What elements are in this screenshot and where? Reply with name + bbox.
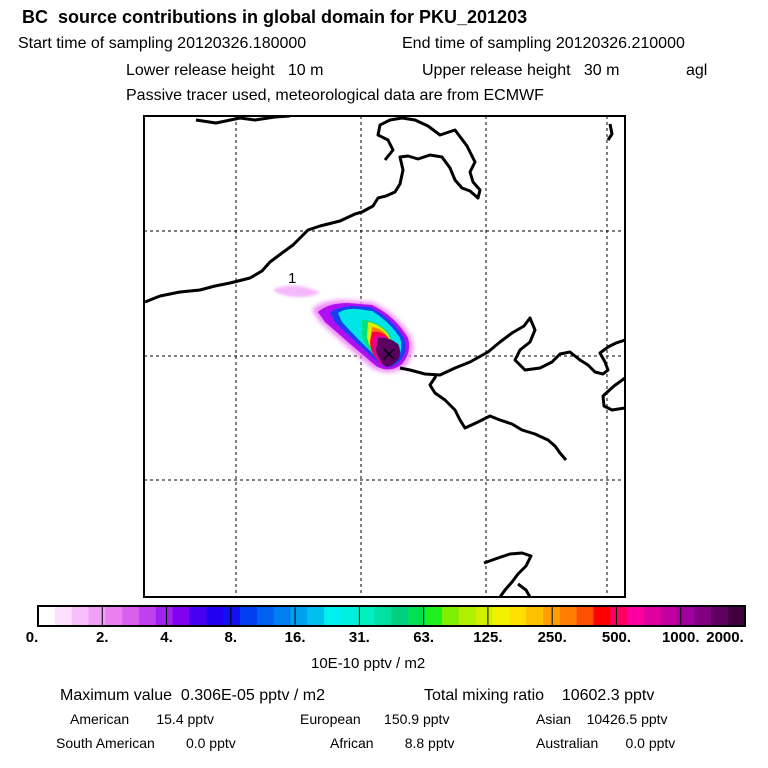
colorbar-cell [324, 606, 342, 626]
colorbar-cell [105, 606, 123, 626]
colorbar-cell [122, 606, 140, 626]
colorbar-cell [54, 606, 73, 626]
colorbar-cell [425, 606, 443, 626]
colorbar-cell [627, 606, 645, 626]
european-contribution: European 150.9 pptv [300, 711, 450, 727]
australian-contribution: Australian 0.0 pptv [536, 735, 676, 751]
colorbar-tick-label: 125. [473, 629, 503, 646]
colorbar-cell [475, 606, 494, 626]
colorbar-cell [206, 606, 224, 626]
colorbar-cell [38, 606, 56, 626]
colorbar-cell [593, 606, 611, 626]
colorbar-cell [223, 606, 241, 626]
colorbar-cell [660, 606, 679, 626]
colorbar-cell [408, 606, 426, 626]
colorbar-cell [88, 606, 106, 626]
agl-text: agl [686, 62, 708, 79]
start-time-text: Start time of sampling 20120326.180000 [18, 35, 307, 52]
colorbar-cell [341, 606, 359, 626]
colorbar-cell [273, 606, 292, 626]
total-mixing-ratio-text: Total mixing ratio 10602.3 pptv [424, 687, 655, 704]
colorbar-cell [155, 606, 174, 626]
colorbar-cell [256, 606, 275, 626]
upper-release-height-text: Upper release height 30 m [422, 62, 620, 79]
release-point-label: 1 [288, 270, 296, 287]
lower-release-height-text: Lower release height 10 m [126, 62, 324, 79]
colorbar-cell [307, 606, 325, 626]
colorbar-cells [38, 606, 746, 626]
colorbar-tick-label: 0. [25, 629, 39, 646]
colorbar-units: 10E-10 pptv / m2 [311, 655, 426, 672]
colorbar-tick-label: 63. [413, 629, 435, 646]
colorbar-cell [711, 606, 729, 626]
colorbar-cell [172, 606, 191, 626]
colorbar-tick-label: 8. [224, 629, 238, 646]
african-contribution: African 8.8 pptv [330, 735, 455, 751]
colorbar-tick-label: 2000. [706, 629, 744, 646]
colorbar-cell [677, 606, 696, 626]
colorbar-cell [458, 606, 477, 626]
tracer-note-text: Passive tracer used, meteorological data… [126, 87, 544, 104]
colorbar-tick-label: 4. [160, 629, 173, 646]
colorbar-tick-label: 16. [284, 629, 306, 646]
south-american-contribution: South American 0.0 pptv [56, 735, 236, 751]
colorbar-cell [357, 606, 376, 626]
colorbar-cell [391, 606, 409, 626]
colorbar-cell [509, 606, 527, 626]
colorbar-tick-label: 2. [96, 629, 109, 646]
colorbar-dividers [101, 606, 682, 626]
colorbar-cell [139, 606, 157, 626]
colorbar-cell [492, 606, 510, 626]
end-time-text: End time of sampling 20120326.210000 [402, 35, 685, 52]
colorbar-cell [374, 606, 393, 626]
colorbar-cell [526, 606, 544, 626]
colorbar-cell [559, 606, 578, 626]
colorbar-cell [240, 606, 258, 626]
colorbar-cell [189, 606, 207, 626]
maximum-value-text: Maximum value 0.306E-05 pptv / m2 [60, 687, 326, 704]
colorbar-tick-label: 500. [601, 629, 632, 646]
colorbar-cell [728, 606, 746, 626]
colorbar-cell [71, 606, 90, 626]
receptor-marker [383, 348, 395, 360]
colorbar-cell [442, 606, 460, 626]
colorbar-cell [610, 606, 628, 626]
figure-title: BC source contributions in global domain… [22, 7, 528, 27]
colorbar-frame [37, 605, 746, 627]
colorbar-cell [290, 606, 308, 626]
colorbar-cell [644, 606, 662, 626]
map-frame [143, 115, 626, 598]
colorbar-cell [694, 606, 712, 626]
asian-contribution: Asian 10426.5 pptv [536, 711, 668, 727]
colorbar-tick-label: 250. [537, 629, 567, 646]
colorbar-cell [576, 606, 595, 626]
colorbar-tick-label: 1000. [661, 629, 700, 646]
american-contribution: American 15.4 pptv [70, 711, 214, 727]
colorbar-tick-label: 31. [348, 629, 370, 646]
